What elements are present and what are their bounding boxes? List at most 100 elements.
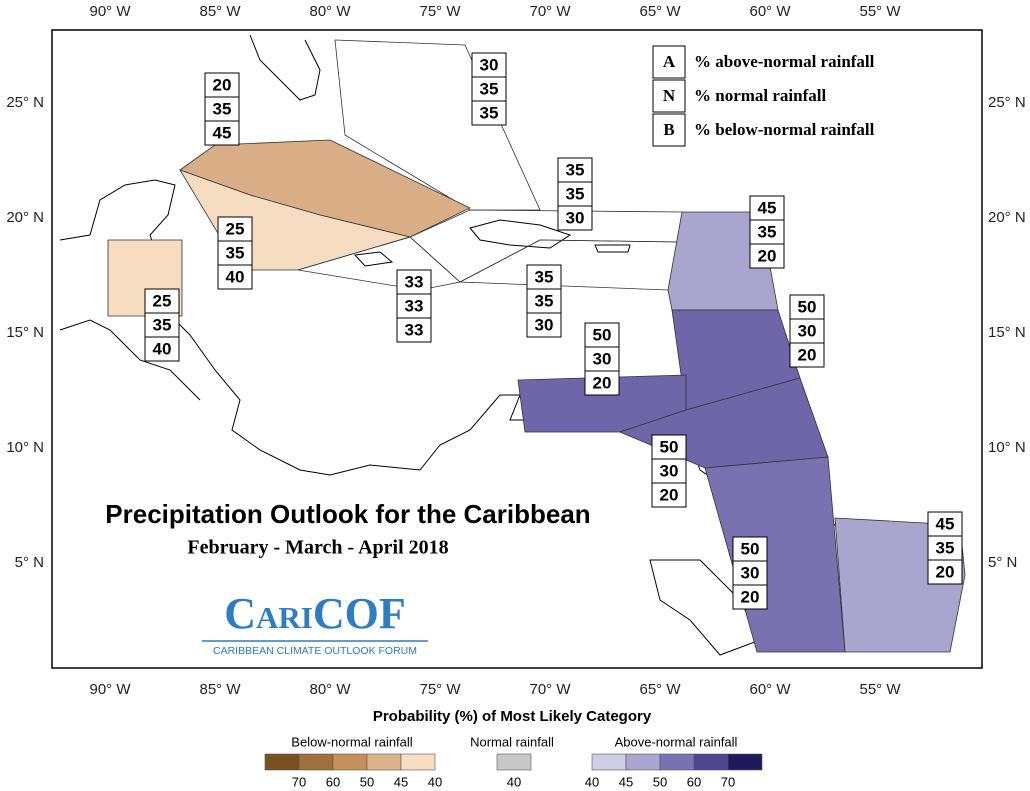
longitude-label: 85° W [199, 3, 241, 20]
legend-swatch [625, 753, 661, 771]
longitude-label: 60° W [749, 3, 791, 20]
legend-tick-label: 70 [292, 774, 306, 789]
probability-box [526, 312, 562, 338]
probability-value: 50 [660, 437, 679, 456]
probability-box [526, 264, 562, 290]
probability-value: 50 [798, 297, 817, 316]
legend-tick-label: 60 [687, 774, 701, 789]
legend-swatch [366, 753, 402, 771]
latitude-label: 5° N [988, 554, 1017, 571]
probability-box [584, 346, 620, 372]
latitude-label: 5° N [15, 554, 44, 571]
legend-swatch [727, 753, 763, 771]
probability-box [144, 288, 180, 314]
logo: CariCOF [224, 589, 406, 638]
latitude-label: 20° N [6, 209, 44, 226]
probability-value: 45 [758, 198, 777, 217]
probability-box [204, 72, 240, 98]
longitude-label: 60° W [749, 681, 791, 698]
probability-value: 35 [535, 267, 554, 286]
probability-box [217, 264, 253, 290]
longitude-label: 70° W [529, 3, 571, 20]
probability-value: 25 [153, 291, 172, 310]
key-letter: A [663, 52, 676, 71]
legend-swatch [693, 753, 729, 771]
legend-tick-label: 40 [585, 774, 599, 789]
latitude-label: 25° N [988, 94, 1026, 111]
longitude-label: 65° W [639, 3, 681, 20]
longitude-label: 80° W [309, 3, 351, 20]
legend-swatch [264, 753, 300, 771]
legend-swatch [496, 753, 532, 771]
probability-box [204, 120, 240, 146]
probability-box [557, 205, 593, 231]
longitude-label: 75° W [419, 681, 461, 698]
probability-box [749, 243, 785, 269]
probability-value: 20 [660, 485, 679, 504]
legend-group-label: Normal rainfall [470, 734, 554, 749]
latitude-label: 25° N [6, 94, 44, 111]
probability-value: 33 [405, 296, 424, 315]
probability-box [217, 216, 253, 242]
probability-box [396, 293, 432, 319]
forecast-regions [107, 39, 966, 653]
probability-value: 35 [936, 538, 955, 557]
legend-tick-label: 40 [428, 774, 442, 789]
legend-title: Probability (%) of Most Likely Category [373, 708, 652, 725]
probability-box [144, 312, 180, 338]
probability-value: 50 [593, 325, 612, 344]
probability-box [557, 157, 593, 183]
probability-box [732, 584, 768, 610]
probability-box [584, 370, 620, 396]
longitude-label: 90° W [89, 3, 131, 20]
probability-box [471, 100, 507, 126]
probability-value: 30 [660, 461, 679, 480]
longitude-label: 90° W [89, 681, 131, 698]
probability-box [651, 482, 687, 508]
probability-value: 20 [213, 75, 232, 94]
legend-tick-label: 50 [360, 774, 374, 789]
longitude-label: 55° W [859, 3, 901, 20]
probability-box [789, 318, 825, 344]
longitude-label: 85° W [199, 681, 241, 698]
legend-swatch [659, 753, 695, 771]
key-box [652, 45, 686, 79]
probability-value: 35 [480, 79, 499, 98]
probability-value: 35 [153, 315, 172, 334]
legend-swatch [591, 753, 627, 771]
legend-group-label: Above-normal rainfall [615, 734, 738, 749]
probability-value: 30 [535, 315, 554, 334]
probability-value: 30 [480, 55, 499, 74]
probability-value: 30 [566, 208, 585, 227]
probability-value: 35 [480, 103, 499, 122]
probability-value: 35 [758, 222, 777, 241]
legend-group-label: Below-normal rainfall [291, 734, 412, 749]
map-title: Precipitation Outlook for the Caribbean [105, 499, 590, 529]
map-subtitle: February - March - April 2018 [187, 537, 448, 559]
latitude-label: 10° N [988, 439, 1026, 456]
latitude-label: 15° N [6, 324, 44, 341]
legend-tick-label: 70 [721, 774, 735, 789]
longitude-label: 75° W [419, 3, 461, 20]
probability-value: 50 [741, 539, 760, 558]
probability-box [217, 240, 253, 266]
probability-value: 30 [741, 563, 760, 582]
probability-box [789, 342, 825, 368]
longitude-label: 55° W [859, 681, 901, 698]
probability-value: 30 [593, 349, 612, 368]
latitude-label: 20° N [988, 209, 1026, 226]
logo-subtitle: CARIBBEAN CLIMATE OUTLOOK FORUM [213, 645, 417, 657]
probability-value: 40 [153, 339, 172, 358]
probability-value: 45 [936, 514, 955, 533]
legend-tick-label: 50 [653, 774, 667, 789]
probability-box [927, 511, 963, 537]
probability-value: 33 [405, 320, 424, 339]
legend-tick-label: 60 [326, 774, 340, 789]
probability-box [749, 219, 785, 245]
key-text: % normal rainfall [694, 86, 826, 105]
legend-tick-label: 45 [619, 774, 633, 789]
probability-box [789, 294, 825, 320]
probability-value: 30 [798, 321, 817, 340]
